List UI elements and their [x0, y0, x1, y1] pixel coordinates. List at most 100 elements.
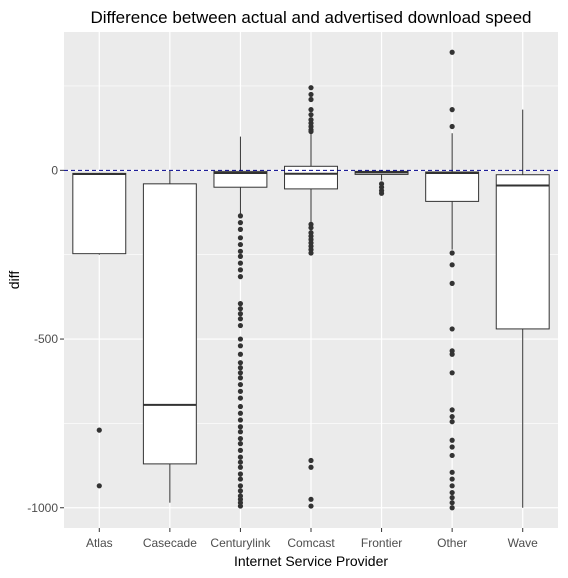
- outlier-point: [237, 375, 244, 381]
- outlier-point: [237, 248, 244, 254]
- box-other: [425, 49, 480, 511]
- outlier-point: [308, 85, 314, 91]
- outlier-point: [308, 96, 314, 103]
- outlier-point: [237, 424, 244, 430]
- outlier-point: [237, 417, 244, 423]
- outlier-point: [96, 427, 102, 433]
- outlier-point: [237, 441, 244, 447]
- outlier-point: [237, 471, 244, 477]
- outlier-point: [449, 407, 455, 413]
- outlier-point: [449, 476, 455, 482]
- outlier-point: [237, 253, 244, 259]
- outlier-point: [378, 190, 385, 196]
- outlier-point: [449, 414, 455, 420]
- outlier-point: [308, 117, 314, 123]
- x-tick-label: Other: [437, 536, 467, 550]
- outlier-point: [237, 476, 244, 482]
- outlier-point: [449, 326, 455, 332]
- outlier-point: [237, 360, 244, 366]
- outlier-point: [308, 91, 314, 98]
- outlier-point: [449, 107, 455, 113]
- outlier-point: [449, 419, 455, 425]
- outlier-point: [237, 220, 244, 226]
- outlier-point: [237, 301, 244, 307]
- x-tick-label: Comcast: [287, 536, 335, 550]
- outlier-point: [237, 447, 244, 453]
- box-body: [425, 171, 480, 202]
- outlier-point: [237, 395, 244, 401]
- x-tick-label: Frontier: [361, 536, 402, 550]
- outlier-point: [237, 464, 244, 470]
- outlier-point: [449, 444, 455, 450]
- outlier-point: [237, 435, 244, 442]
- outlier-point: [449, 495, 455, 501]
- box-frontier: [354, 170, 409, 196]
- outlier-point: [237, 410, 244, 416]
- outlier-point: [308, 457, 314, 464]
- outlier-point: [449, 280, 455, 286]
- outlier-point: [449, 262, 455, 268]
- outlier-point: [237, 503, 244, 509]
- outlier-point: [237, 226, 244, 232]
- box-comcast: [284, 85, 338, 509]
- outlier-point: [449, 500, 455, 506]
- y-tick-label: -1000: [27, 501, 58, 515]
- box-atlas: [72, 172, 127, 489]
- outlier-point: [237, 235, 244, 241]
- box-centurylink: [213, 136, 268, 509]
- box-casecade: [142, 171, 197, 503]
- outlier-point: [449, 351, 455, 357]
- box-body: [72, 172, 127, 255]
- box-body: [142, 183, 197, 465]
- outlier-point: [237, 322, 244, 329]
- y-axis: 0 -500 -1000: [27, 163, 64, 515]
- outlier-point: [449, 489, 455, 496]
- x-axis: Atlas Casecade Centurylink Comcast Frontier O…: [86, 528, 538, 550]
- x-tick-label: Wave: [508, 536, 539, 550]
- outlier-point: [237, 306, 244, 312]
- outlier-point: [237, 429, 244, 435]
- outlier-point: [237, 311, 244, 317]
- outlier-point: [308, 250, 314, 256]
- outlier-point: [308, 107, 314, 113]
- outlier-point: [237, 260, 244, 266]
- outlier-point: [308, 225, 314, 231]
- outlier-point: [237, 316, 244, 322]
- outlier-point: [237, 370, 244, 376]
- outlier-point: [449, 250, 455, 256]
- outlier-point: [237, 351, 244, 357]
- outlier-point: [308, 503, 314, 509]
- x-tick-label: Casecade: [143, 536, 197, 550]
- outlier-point: [449, 437, 455, 443]
- y-axis-title: diff: [6, 271, 22, 290]
- box-wave: [495, 109, 550, 508]
- x-tick-label: Centurylink: [210, 536, 271, 550]
- outlier-point: [449, 370, 455, 376]
- outlier-point: [237, 388, 244, 394]
- outlier-point: [237, 274, 244, 280]
- outlier-point: [237, 459, 244, 465]
- outlier-point: [449, 49, 455, 55]
- chart-title: Difference between actual and advertised…: [90, 8, 531, 27]
- box-body: [213, 170, 268, 188]
- outlier-point: [449, 505, 455, 511]
- outlier-point: [449, 483, 455, 489]
- box-body: [284, 165, 338, 190]
- outlier-point: [308, 112, 314, 118]
- outlier-point: [237, 454, 244, 460]
- outlier-point: [237, 336, 244, 342]
- outlier-point: [96, 483, 102, 489]
- y-tick-label: -500: [34, 332, 58, 346]
- outlier-point: [308, 496, 314, 502]
- outlier-point: [449, 469, 455, 475]
- boxes-layer: [72, 49, 550, 511]
- outlier-point: [237, 213, 244, 219]
- outlier-point: [237, 483, 244, 489]
- x-tick-label: Atlas: [86, 536, 113, 550]
- box-body: [495, 174, 550, 330]
- outlier-point: [308, 464, 314, 470]
- y-tick-label: 0: [51, 163, 58, 177]
- outlier-point: [449, 452, 455, 459]
